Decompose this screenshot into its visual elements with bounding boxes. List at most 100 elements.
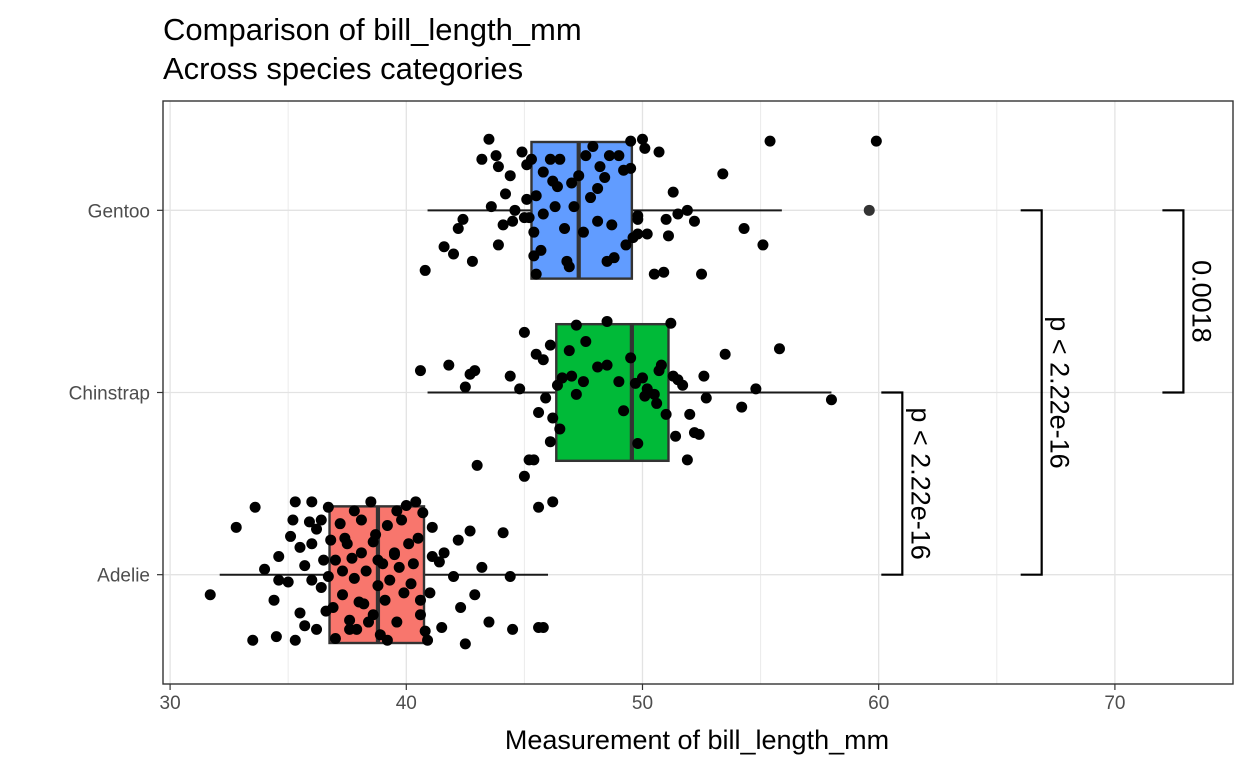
x-axis-title: Measurement of bill_length_mm <box>505 725 889 755</box>
data-point <box>613 150 625 162</box>
x-tick-label: 60 <box>868 693 889 714</box>
data-point <box>273 574 285 586</box>
data-point <box>273 550 285 562</box>
data-point <box>426 521 438 533</box>
data-point <box>289 496 301 508</box>
data-point <box>592 361 604 373</box>
chart-subtitle: Across species categories <box>163 51 523 86</box>
data-point <box>412 532 424 544</box>
data-point <box>653 146 665 158</box>
significance-bracket <box>881 391 904 576</box>
data-point <box>315 581 327 593</box>
data-point <box>322 571 334 583</box>
data-point <box>311 523 323 535</box>
data-point <box>870 135 882 147</box>
data-point <box>504 170 516 182</box>
data-point <box>294 607 306 619</box>
y-tick-label: Gentoo <box>88 201 150 222</box>
data-point <box>507 215 519 227</box>
data-point <box>507 623 519 635</box>
data-point <box>606 219 618 231</box>
data-point <box>533 501 545 513</box>
data-point <box>287 514 299 526</box>
data-point <box>270 631 282 643</box>
data-point <box>537 354 549 366</box>
data-point <box>559 223 571 235</box>
data-point <box>299 560 311 572</box>
data-point <box>514 383 526 395</box>
data-point <box>492 239 504 251</box>
data-point <box>370 529 382 541</box>
data-point <box>577 226 589 238</box>
data-point <box>648 388 660 400</box>
data-point <box>566 177 578 189</box>
data-point <box>625 135 637 147</box>
data-point <box>353 596 365 608</box>
data-point <box>329 632 341 644</box>
data-point <box>540 392 552 404</box>
data-point <box>518 326 530 338</box>
data-point <box>348 505 360 517</box>
data-point <box>448 571 460 583</box>
data-point <box>490 150 502 162</box>
data-point <box>344 614 356 626</box>
data-point <box>573 170 585 182</box>
data-point <box>459 638 471 650</box>
x-tick-label: 70 <box>1104 693 1125 714</box>
plot-marks <box>204 133 882 650</box>
significance-label: 0.0018 <box>1186 260 1216 343</box>
data-point <box>311 623 323 635</box>
y-axis: Adelie Chinstrap Gentoo <box>69 201 163 587</box>
data-point <box>419 264 431 276</box>
data-point <box>436 622 448 634</box>
data-point <box>580 335 592 347</box>
data-point <box>547 412 559 424</box>
chart-title: Comparison of bill_length_mm <box>163 12 582 47</box>
data-point <box>528 250 540 262</box>
data-point <box>337 565 349 577</box>
data-point <box>516 146 528 158</box>
data-point <box>608 252 620 264</box>
data-point <box>483 616 495 628</box>
data-point <box>585 192 597 204</box>
significance-bracket <box>1162 209 1185 394</box>
data-point <box>289 634 301 646</box>
data-point <box>570 388 582 400</box>
data-point <box>580 150 592 162</box>
data-point <box>438 241 450 253</box>
data-point <box>662 230 674 242</box>
data-point <box>379 594 391 606</box>
data-point <box>603 150 615 162</box>
data-point <box>485 201 497 213</box>
y-tick-label: Chinstrap <box>69 384 150 405</box>
data-point <box>618 405 630 417</box>
data-point <box>471 459 483 471</box>
data-point <box>384 574 396 586</box>
data-point <box>521 193 533 205</box>
data-point <box>230 521 242 533</box>
data-point <box>594 161 606 173</box>
data-point <box>388 549 400 561</box>
data-point <box>355 514 367 526</box>
data-point <box>681 204 693 216</box>
data-point <box>504 370 516 382</box>
data-point <box>469 365 481 377</box>
data-point <box>365 496 377 508</box>
data-point <box>438 547 450 559</box>
x-tick-label: 40 <box>396 693 417 714</box>
data-point <box>533 407 545 419</box>
data-point <box>249 501 261 513</box>
data-point <box>457 213 469 225</box>
data-point <box>632 228 644 240</box>
data-point <box>499 188 511 200</box>
data-point <box>660 408 672 420</box>
data-point <box>681 454 693 466</box>
data-point <box>639 390 651 402</box>
data-point <box>414 365 426 377</box>
data-point <box>362 616 374 628</box>
data-point <box>466 255 478 267</box>
data-point <box>544 153 556 165</box>
data-point <box>738 223 750 235</box>
data-point <box>655 359 667 371</box>
data-point <box>677 379 689 391</box>
